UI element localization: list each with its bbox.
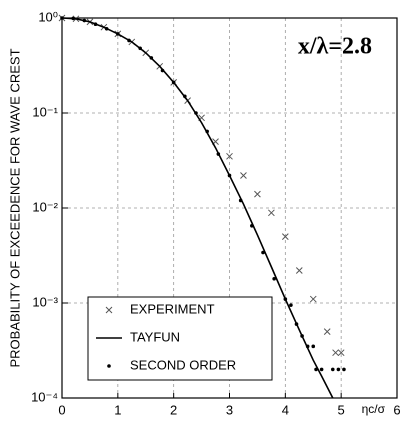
- x-marker: [281, 233, 289, 240]
- dot-marker: [160, 68, 165, 73]
- x-marker: [268, 209, 275, 217]
- x-marker: [254, 190, 261, 198]
- dot-marker: [171, 80, 176, 85]
- dot-marker: [60, 16, 64, 20]
- dot-marker: [107, 364, 111, 368]
- dot-marker: [311, 344, 316, 349]
- x-marker: [226, 152, 233, 160]
- x-marker: [295, 267, 303, 274]
- y-axis-label: PROBABILITY OF EXCEEDENCE FOR WAVE CREST: [7, 48, 22, 367]
- dot-marker: [104, 26, 109, 31]
- x-axis-label: ηc/σ: [362, 402, 386, 416]
- x-tick-label: 6: [393, 402, 400, 417]
- dot-marker: [238, 198, 243, 203]
- y-tick-label: 10⁻³: [32, 294, 58, 309]
- dot-marker: [250, 223, 254, 228]
- x-tick-label: 2: [170, 402, 177, 417]
- dot-marker: [183, 94, 187, 99]
- dot-marker: [205, 129, 209, 134]
- x-tick-label: 4: [282, 402, 289, 417]
- tayfun-line: [61, 17, 334, 399]
- dot-marker: [294, 322, 299, 326]
- annotation: x/λ=2.8: [298, 34, 372, 60]
- legend-label: SECOND ORDER: [130, 357, 236, 372]
- legend-label: EXPERIMENT: [130, 301, 215, 316]
- dot-marker: [342, 367, 346, 372]
- dot-marker: [127, 38, 131, 43]
- dot-marker: [289, 303, 293, 307]
- x-marker: [332, 349, 339, 357]
- x-marker: [309, 295, 317, 303]
- dot-marker: [272, 276, 276, 281]
- dot-marker: [305, 344, 310, 349]
- dot-marker: [216, 152, 221, 156]
- y-tick-label: 10⁻¹: [32, 104, 58, 119]
- legend-label: TAYFUN: [130, 329, 180, 344]
- y-tick-label: 10⁻²: [32, 199, 58, 214]
- x-marker: [323, 328, 331, 335]
- x-tick-label: 1: [114, 402, 121, 417]
- dot-marker: [300, 334, 304, 338]
- x-tick-label: 0: [58, 402, 65, 417]
- dot-marker: [283, 297, 288, 301]
- x-marker: [337, 349, 345, 357]
- dot-marker: [227, 173, 232, 178]
- dot-marker: [194, 111, 198, 115]
- x-marker: [240, 172, 247, 179]
- dot-marker: [93, 22, 98, 27]
- y-tick-label: 10⁻⁴: [31, 389, 58, 404]
- y-tick-label: 10⁰: [38, 9, 58, 24]
- x-tick-label: 3: [226, 402, 233, 417]
- dot-marker: [71, 16, 75, 21]
- dot-marker: [116, 32, 120, 36]
- dot-marker: [138, 46, 142, 51]
- dot-marker: [149, 56, 154, 60]
- plot-frame: [61, 17, 398, 399]
- x-marker: [105, 306, 113, 314]
- x-tick-label: 5: [338, 402, 345, 417]
- dot-marker: [330, 367, 335, 372]
- dot-marker: [319, 367, 324, 372]
- dot-marker: [261, 250, 265, 255]
- dot-marker: [82, 18, 87, 23]
- dot-marker: [314, 367, 318, 372]
- dot-marker: [336, 367, 341, 372]
